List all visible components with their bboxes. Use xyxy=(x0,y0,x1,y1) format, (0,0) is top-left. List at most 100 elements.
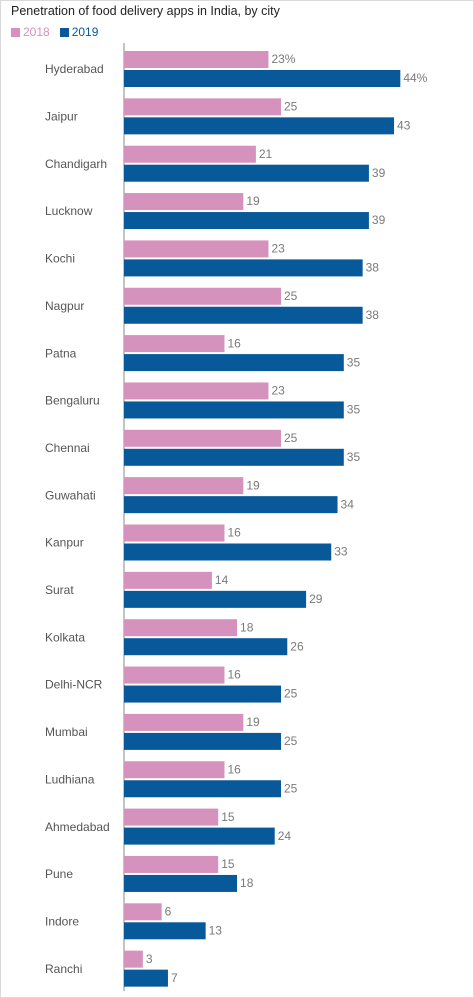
value-label-2018: 14 xyxy=(215,573,229,587)
value-label-2018: 3 xyxy=(146,952,153,966)
bar-2018 xyxy=(124,145,256,163)
legend-label-2018: 2018 xyxy=(23,25,50,39)
value-label-2018: 19 xyxy=(246,194,260,208)
bar-2019 xyxy=(124,306,363,324)
legend-swatch-2018 xyxy=(11,27,20,37)
bar-2018 xyxy=(124,761,225,779)
value-label-2019: 7 xyxy=(171,971,178,985)
bar-2019 xyxy=(124,70,401,87)
value-label-2018: 19 xyxy=(246,478,260,492)
bar-2018 xyxy=(124,429,281,447)
category-label: Ludhiana xyxy=(45,772,95,786)
value-label-2019: 35 xyxy=(347,403,361,417)
bar-2019 xyxy=(124,117,395,135)
value-label-2019: 35 xyxy=(347,450,361,464)
bar-2019 xyxy=(124,448,344,466)
category-label: Pune xyxy=(45,867,73,881)
bar-2018 xyxy=(124,855,219,873)
bar-2018 xyxy=(124,950,143,968)
value-label-2018: 15 xyxy=(221,810,235,824)
bar-2019 xyxy=(124,780,281,798)
bar-2018 xyxy=(124,619,238,637)
category-label: Kanpur xyxy=(45,536,84,550)
value-label-2019: 29 xyxy=(309,592,323,606)
value-label-2019: 18 xyxy=(240,876,254,890)
value-label-2019: 26 xyxy=(290,639,304,653)
value-label-2018: 6 xyxy=(165,904,172,918)
bar-2019 xyxy=(124,164,369,182)
bar-2018 xyxy=(124,335,225,353)
value-label-2018: 18 xyxy=(240,620,254,634)
category-label: Hyderabad xyxy=(45,62,104,76)
category-label: Surat xyxy=(45,583,74,597)
bar-2018 xyxy=(124,903,162,921)
value-label-2019: 13 xyxy=(209,923,223,937)
category-label: Chandigarh xyxy=(45,157,107,171)
category-label: Patna xyxy=(45,346,77,360)
legend-swatch-2019 xyxy=(59,27,69,37)
value-label-2019: 25 xyxy=(284,781,298,795)
value-label-2019: 38 xyxy=(366,261,380,275)
value-label-2018: 25 xyxy=(284,289,298,303)
bar-2019 xyxy=(124,496,338,514)
bar-2019 xyxy=(124,354,344,372)
category-label: Jaipur xyxy=(45,110,78,124)
category-label: Delhi-NCR xyxy=(45,678,103,692)
bar-2019 xyxy=(124,685,281,703)
legend-item-2019: 2019 xyxy=(59,25,98,39)
bar-2018 xyxy=(124,477,244,495)
value-label-2018: 23 xyxy=(271,384,285,398)
bar-2018 xyxy=(124,808,219,826)
value-label-2018: 16 xyxy=(227,668,241,682)
bar-2018 xyxy=(124,193,244,211)
value-label-2019: 35 xyxy=(347,355,361,369)
legend-item-2018: 2018 xyxy=(11,25,50,39)
bar-2018 xyxy=(124,382,269,400)
bar-2019 xyxy=(124,590,307,608)
bar-2018 xyxy=(124,666,225,684)
bar-2018 xyxy=(124,287,281,305)
bar-2018 xyxy=(124,240,269,258)
value-label-2019: 43 xyxy=(397,119,411,133)
value-label-2019: 38 xyxy=(366,308,380,322)
value-label-2018: 23 xyxy=(271,242,285,256)
category-label: Nagpur xyxy=(45,299,84,313)
value-label-2018: 16 xyxy=(227,336,241,350)
bar-2018 xyxy=(124,98,281,116)
value-label-2018: 23% xyxy=(271,52,295,66)
bar-2019 xyxy=(124,732,281,750)
bar-2019 xyxy=(124,874,238,892)
bar-2019 xyxy=(124,969,168,987)
value-label-2019: 24 xyxy=(278,829,292,843)
bar-2018 xyxy=(124,713,244,731)
chart-legend: 2018 2019 xyxy=(11,24,98,40)
category-label: Kochi xyxy=(45,252,75,266)
value-label-2018: 19 xyxy=(246,715,260,729)
value-label-2019: 34 xyxy=(341,497,355,511)
value-label-2018: 16 xyxy=(227,762,241,776)
bar-2018 xyxy=(124,524,225,542)
bar-2019 xyxy=(124,259,363,277)
category-label: Chennai xyxy=(45,441,90,455)
bar-2019 xyxy=(124,922,206,940)
category-label: Guwahati xyxy=(45,488,96,502)
value-label-2019: 39 xyxy=(372,166,386,180)
value-label-2019: 25 xyxy=(284,687,298,701)
bar-2018 xyxy=(124,51,269,68)
value-label-2018: 25 xyxy=(284,431,298,445)
bar-2019 xyxy=(124,401,344,419)
bar-2019 xyxy=(124,638,288,656)
category-label: Ranchi xyxy=(45,962,82,976)
bar-2019 xyxy=(124,827,275,845)
value-label-2019: 25 xyxy=(284,734,298,748)
value-label-2018: 16 xyxy=(227,526,241,540)
value-label-2018: 25 xyxy=(284,100,298,114)
chart-title: Penetration of food delivery apps in Ind… xyxy=(11,4,280,18)
value-label-2018: 15 xyxy=(221,857,235,871)
category-label: Mumbai xyxy=(45,725,88,739)
bar-2019 xyxy=(124,543,332,561)
category-label: Kolkata xyxy=(45,630,85,644)
category-label: Indore xyxy=(45,914,79,928)
category-label: Bengaluru xyxy=(45,394,100,408)
